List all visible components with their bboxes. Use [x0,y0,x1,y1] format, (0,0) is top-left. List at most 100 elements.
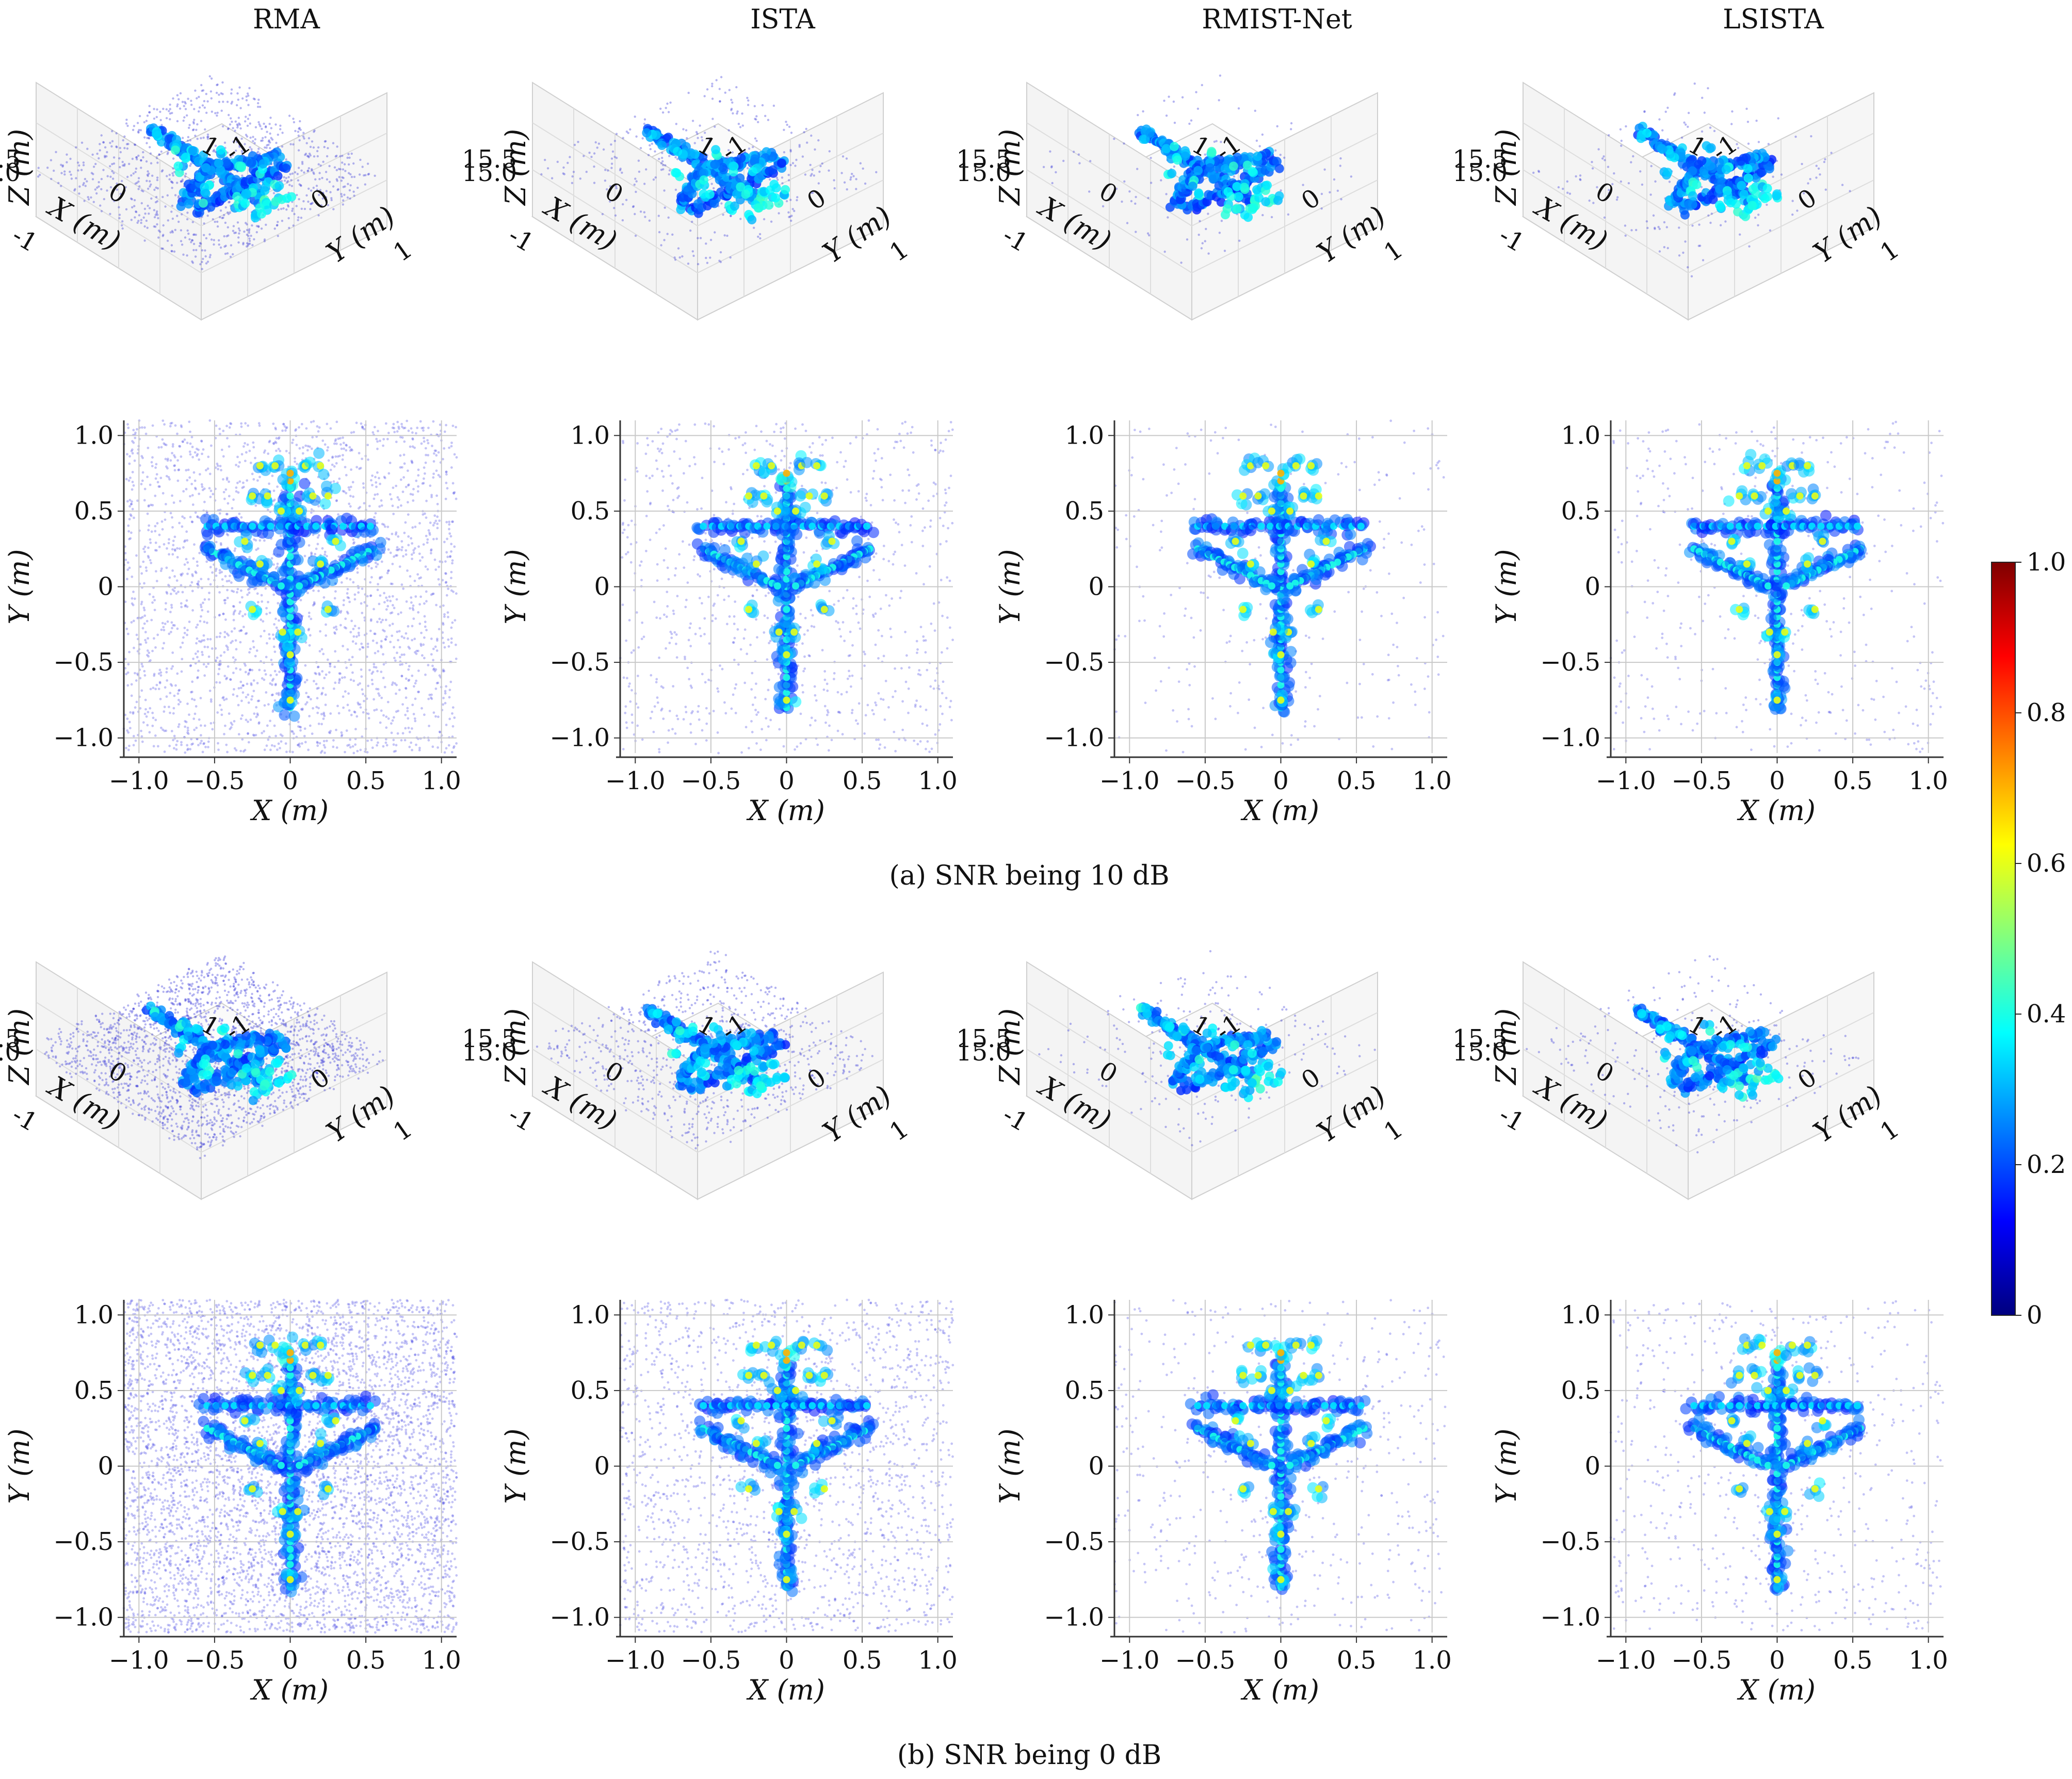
x-tick-label: 0 [779,1646,795,1675]
z-tick-label: 15.5 [1452,145,1508,174]
target-scatter-3d [145,123,297,223]
x-tick-label: 0.5 [346,1646,385,1675]
y-tick-label: 0 [1088,573,1104,601]
grid-line [1523,1002,1874,1106]
z-axis-label: Z (m) [1490,1008,1523,1086]
y-tick-label: 0.5 [1065,1376,1104,1405]
x-tick-label: 1.0 [1909,1646,1948,1675]
x-tick-label: 1.0 [1413,766,1452,795]
y-tick-label: 0.5 [571,497,610,526]
panel-2d: −1.0 −0.5 0 0.5 1.0 1.0 0.5 0 −0.5 −1.0 X (m) Y (m) [499,419,958,827]
colorbar-gradient [1991,562,2016,1316]
caption-snr-0db: (b) SNR being 0 dB [897,1740,1161,1771]
x-axis-label: X (m) [250,794,329,827]
x-tick-label: 0 [779,766,795,795]
z-tick-label: 15.0 [462,158,517,187]
z-axis-label: Z (m) [994,1008,1026,1086]
colorbar-tick-label: 0.4 [2027,1000,2066,1029]
x-tick-label: 1.0 [422,766,461,795]
target-scatter-3d [1136,1002,1286,1102]
y-tick-label: −0.5 [549,648,610,677]
panel-2d: −1.0 −0.5 0 0.5 1.0 1.0 0.5 0 −0.5 −1.0 X (m) Y (m) [994,1299,1452,1706]
x-tick-label: 0 [1769,1646,1785,1675]
x-tick-label: −1.0 [605,766,666,795]
y-tick-label: −1.0 [1540,724,1600,753]
z-axis-label: Z (m) [3,129,36,206]
y-tick-label: 0.5 [1561,1376,1600,1405]
x-tick-label: 1.0 [1909,766,1948,795]
y-tick-label: −1.0 [1044,724,1104,753]
grid-line [532,122,884,227]
y-tick-label: −1.0 [549,724,610,753]
x-tick-label: 1.0 [1413,1646,1452,1675]
target-scatter-2d [193,1331,381,1597]
z-tick-label: 15.0 [0,158,21,187]
y-tick-label: 1.0 [1561,1300,1600,1329]
target-scatter-2d [1185,1335,1373,1595]
panel-2d: −1.0 −0.5 0 0.5 1.0 1.0 0.5 0 −0.5 −1.0 X (m) Y (m) [3,1298,461,1706]
y-tick-label: 0 [1584,573,1600,601]
x-axis-label: X (m) [1240,794,1319,827]
y-axis-label: Y (m) [994,549,1026,624]
target-scatter-2d [1187,452,1377,718]
x-tick-label: −0.5 [681,766,741,795]
y-tick-label: −1.0 [53,1603,114,1632]
x-tick-label: −1.0 [1596,766,1656,795]
y-tick-label: 1.0 [74,1300,114,1329]
z-axis-label: Z (m) [1490,129,1523,206]
y-tick-label: −1.0 [53,724,114,753]
z-axis-label: Z (m) [499,1008,532,1086]
y-tick-label: −0.5 [1044,1527,1104,1556]
y-axis-label: Y (m) [994,1428,1026,1504]
x-tick-label: 0.5 [843,1646,882,1675]
target-scatter-2d [1680,1333,1866,1596]
y-tick-label: 0 [594,1452,610,1481]
z-tick-label: 15.5 [956,1024,1011,1053]
z-axis-label: Z (m) [3,1008,36,1086]
grid-line [532,1049,884,1153]
x-tick-label: 0.5 [1337,1646,1376,1675]
x-axis-label: X (m) [250,1674,329,1706]
x-tick-label: −1.0 [109,1646,169,1675]
panel-2d: −1.0 −0.5 0 0.5 1.0 1.0 0.5 0 −0.5 −1.0 X (m) Y (m) [1490,420,1948,827]
target-scatter-2d [694,1335,879,1597]
x-tick-label: −0.5 [1672,1646,1732,1675]
target-scatter-3d [141,1001,297,1105]
y-tick-label: −1.0 [549,1603,610,1632]
z-tick-label: 15.0 [956,158,1011,187]
y-tick-label: 0.5 [1065,497,1104,526]
x-tick-label: −1.0 [1099,766,1160,795]
x-tick-label: −0.5 [1175,766,1236,795]
target-scatter-3d [642,1004,790,1099]
colorbar-tick-label: 0 [2027,1301,2043,1330]
grid-line [36,122,387,227]
target-scatter-2d [199,447,386,722]
x-tick-label: −0.5 [185,766,245,795]
x-tick-label: 0 [1273,766,1289,795]
column-title-ista: ISTA [750,4,816,35]
x-tick-label: −0.5 [185,1646,245,1675]
z-axis-label: Z (m) [499,129,532,206]
y-tick-label: −0.5 [1044,648,1104,677]
x-tick-label: 0.5 [346,766,385,795]
x-tick-label: 1.0 [918,766,958,795]
grid-line [1026,1002,1378,1106]
x-tick-label: 0.5 [1833,766,1872,795]
y-tick-label: 1.0 [74,421,114,450]
y-tick-label: 0 [1088,1452,1104,1481]
grid-line [1523,169,1874,274]
y-tick-label: 0 [1584,1452,1600,1481]
panel-2d: −1.0 −0.5 0 0.5 1.0 1.0 0.5 0 −0.5 −1.0 X (m) Y (m) [3,419,461,827]
grid-line [1026,122,1378,227]
grid-line [36,1002,387,1106]
z-tick-label: 15.5 [1452,1024,1508,1053]
x-tick-label: 0 [282,1646,298,1675]
y-tick-label: −0.5 [549,1527,610,1556]
y-tick-label: −0.5 [53,1527,114,1556]
